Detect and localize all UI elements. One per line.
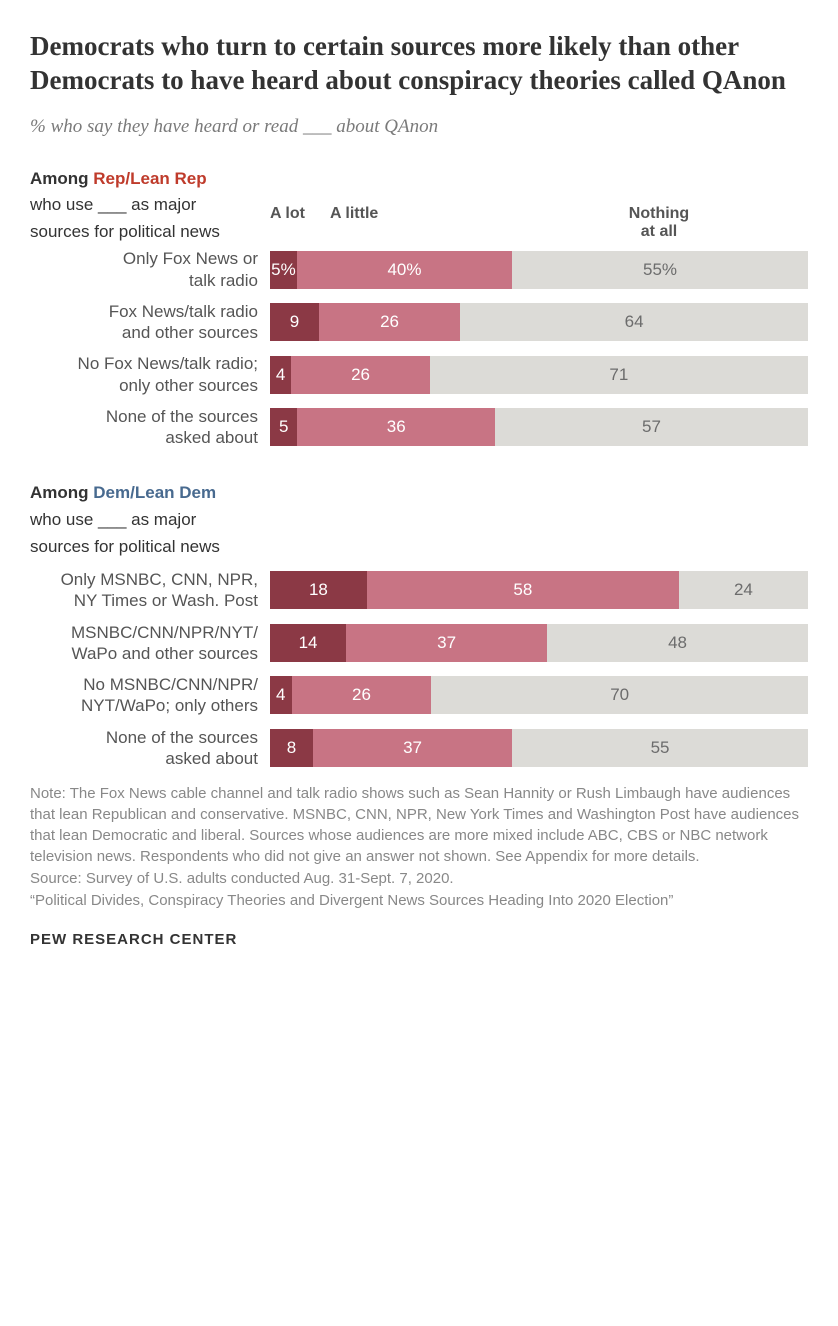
bar-container: 53657 (270, 408, 808, 446)
segment-alittle: 40% (297, 251, 512, 289)
chart-subtitle: % who say they have heard or read ___ ab… (30, 116, 808, 138)
segment-alot: 14 (270, 624, 346, 662)
row-label: None of the sourcesasked about (30, 406, 270, 449)
bar-row: No MSNBC/CNN/NPR/NYT/WaPo; only others42… (30, 674, 808, 717)
group2-header: Among Dem/Lean Dem (30, 482, 808, 505)
chart-title: Democrats who turn to certain sources mo… (30, 30, 808, 98)
segment-alittle: 26 (292, 676, 432, 714)
row-label: None of the sourcesasked about (30, 727, 270, 770)
group1-sub1: who use ___ as major (30, 194, 270, 217)
bar-container: 185824 (270, 571, 808, 609)
bar-row: Fox News/talk radioand other sources9266… (30, 301, 808, 344)
bar-container: 143748 (270, 624, 808, 662)
chart-footer: PEW RESEARCH CENTER (30, 931, 808, 948)
chart-report: “Political Divides, Conspiracy Theories … (30, 890, 808, 911)
segment-alittle: 37 (346, 624, 547, 662)
row-label: Fox News/talk radioand other sources (30, 301, 270, 344)
bar-row: None of the sourcesasked about53657 (30, 406, 808, 449)
group-rep: Among Rep/Lean Rep who use ___ as major … (30, 168, 808, 449)
row-label: No Fox News/talk radio;only other source… (30, 353, 270, 396)
segment-nothing: 55% (512, 251, 808, 289)
group2-sub1: who use ___ as major (30, 509, 808, 532)
chart-source: Source: Survey of U.S. adults conducted … (30, 868, 808, 889)
segment-alot: 5% (270, 251, 297, 289)
segment-alot: 8 (270, 729, 313, 767)
row-label: MSNBC/CNN/NPR/NYT/WaPo and other sources (30, 622, 270, 665)
segment-alittle: 36 (297, 408, 495, 446)
bar-container: 42670 (270, 676, 808, 714)
segment-alot: 4 (270, 356, 291, 394)
bar-row: No Fox News/talk radio;only other source… (30, 353, 808, 396)
bar-row: None of the sourcesasked about83755 (30, 727, 808, 770)
bar-row: Only Fox News ortalk radio5%40%55% (30, 248, 808, 291)
row-label: Only Fox News ortalk radio (30, 248, 270, 291)
segment-nothing: 57 (495, 408, 808, 446)
legend-nothing: Nothing at all (510, 205, 808, 240)
segment-alittle: 26 (319, 303, 460, 341)
group1-sub2: sources for political news (30, 221, 270, 244)
segment-alot: 4 (270, 676, 292, 714)
segment-alittle: 26 (291, 356, 429, 394)
legend-alittle: A little (330, 205, 510, 240)
bar-container: 42671 (270, 356, 808, 394)
segment-nothing: 55 (512, 729, 808, 767)
segment-alot: 5 (270, 408, 297, 446)
legend-alot: A lot (270, 205, 330, 240)
bar-container: 92664 (270, 303, 808, 341)
segment-nothing: 48 (547, 624, 808, 662)
segment-alot: 9 (270, 303, 319, 341)
row-label: Only MSNBC, CNN, NPR,NY Times or Wash. P… (30, 569, 270, 612)
segment-nothing: 24 (679, 571, 808, 609)
chart-note: Note: The Fox News cable channel and tal… (30, 783, 808, 867)
segment-nothing: 71 (430, 356, 808, 394)
bar-row: MSNBC/CNN/NPR/NYT/WaPo and other sources… (30, 622, 808, 665)
group1-header: Among Rep/Lean Rep (30, 168, 270, 191)
segment-nothing: 70 (431, 676, 808, 714)
segment-nothing: 64 (460, 303, 808, 341)
segment-alittle: 58 (367, 571, 679, 609)
bar-container: 5%40%55% (270, 251, 808, 289)
group2-sub2: sources for political news (30, 536, 808, 559)
bar-row: Only MSNBC, CNN, NPR,NY Times or Wash. P… (30, 569, 808, 612)
group-dem: Among Dem/Lean Dem who use ___ as major … (30, 482, 808, 769)
bar-container: 83755 (270, 729, 808, 767)
row-label: No MSNBC/CNN/NPR/NYT/WaPo; only others (30, 674, 270, 717)
segment-alot: 18 (270, 571, 367, 609)
segment-alittle: 37 (313, 729, 512, 767)
